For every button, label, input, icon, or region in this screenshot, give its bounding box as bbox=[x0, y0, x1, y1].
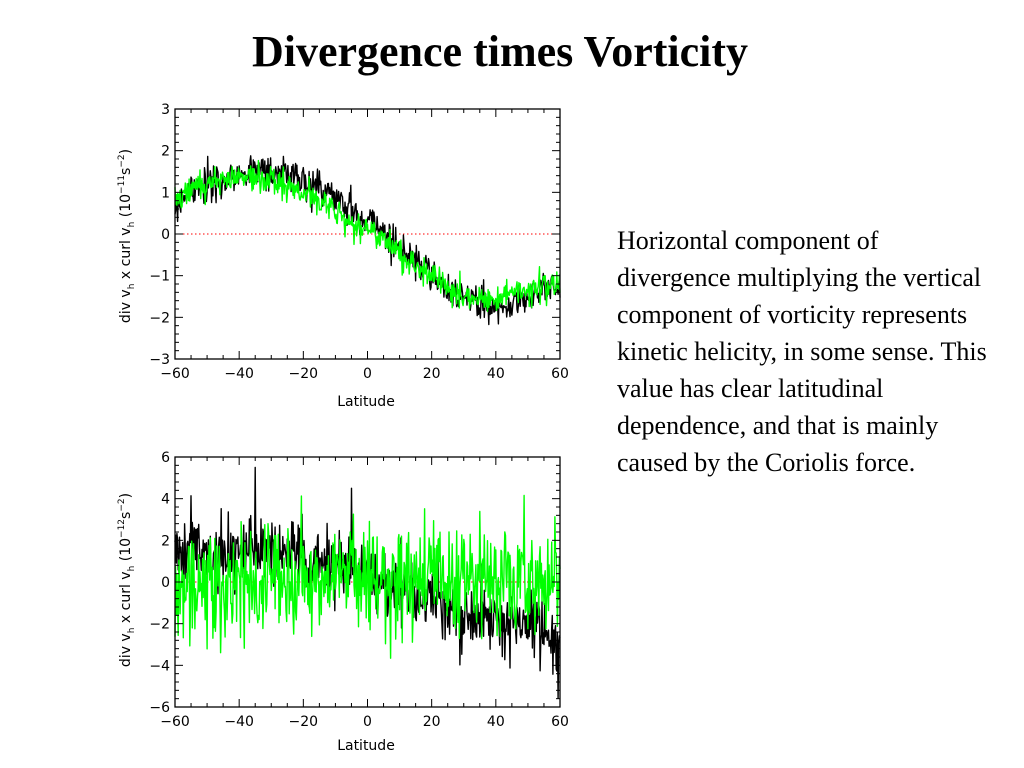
x-tick-label: 0 bbox=[363, 366, 372, 382]
x-tick-label: 60 bbox=[551, 366, 569, 382]
y-axis-title: div vh x curl vh (10−11s−2) bbox=[117, 149, 137, 323]
series-layer bbox=[174, 155, 561, 326]
x-axis-title: Latitude bbox=[337, 394, 395, 410]
x-tick-label: 20 bbox=[423, 366, 441, 382]
caption-text: Horizontal component of divergence multi… bbox=[617, 226, 987, 477]
x-tick-label: 40 bbox=[487, 366, 505, 382]
x-tick-label: −40 bbox=[224, 366, 254, 382]
y-tick-label: 6 bbox=[161, 450, 170, 466]
x-tick-label: −60 bbox=[160, 714, 190, 730]
y-tick-label: −2 bbox=[149, 310, 170, 326]
x-tick-label: 40 bbox=[487, 714, 505, 730]
x-tick-label: 0 bbox=[363, 714, 372, 730]
y-tick-label: 2 bbox=[161, 144, 170, 160]
x-tick-label: −20 bbox=[289, 366, 319, 382]
y-tick-label: 0 bbox=[161, 227, 170, 243]
y-tick-label: 4 bbox=[161, 492, 170, 508]
x-axis-title: Latitude bbox=[337, 738, 395, 754]
x-tick-label: 60 bbox=[551, 714, 569, 730]
y-tick-label: 1 bbox=[161, 185, 170, 201]
series-green-line bbox=[174, 494, 561, 659]
chart-top: −60 −40 −20 0 20 40 60 −3 −2 −1 0 1 2 3 Latitude div … bbox=[117, 102, 569, 410]
y-tick-label: 3 bbox=[161, 102, 170, 118]
x-tick-label: −60 bbox=[160, 366, 190, 382]
y-tick-label: −4 bbox=[149, 658, 170, 674]
y-tick-label: −6 bbox=[149, 700, 170, 716]
y-tick-label: 2 bbox=[161, 533, 170, 549]
y-tick-label: −3 bbox=[149, 352, 170, 368]
y-tick-label: −2 bbox=[149, 617, 170, 633]
series-black-line bbox=[174, 155, 561, 326]
x-tick-label: −20 bbox=[289, 714, 319, 730]
series-green-line bbox=[174, 159, 561, 313]
x-tick-label: −40 bbox=[224, 714, 254, 730]
y-tick-label: −1 bbox=[149, 269, 170, 285]
series-layer bbox=[174, 466, 561, 700]
x-tick-label: 20 bbox=[423, 714, 441, 730]
axes-layer: −60 −40 −20 0 20 40 60 −3 −2 −1 0 1 2 3 bbox=[149, 102, 569, 382]
y-tick-label: 0 bbox=[161, 575, 170, 591]
slide-title: Divergence times Vorticity bbox=[251, 27, 749, 76]
y-axis-title: div vh x curl vh (10−12s−2) bbox=[117, 493, 137, 667]
